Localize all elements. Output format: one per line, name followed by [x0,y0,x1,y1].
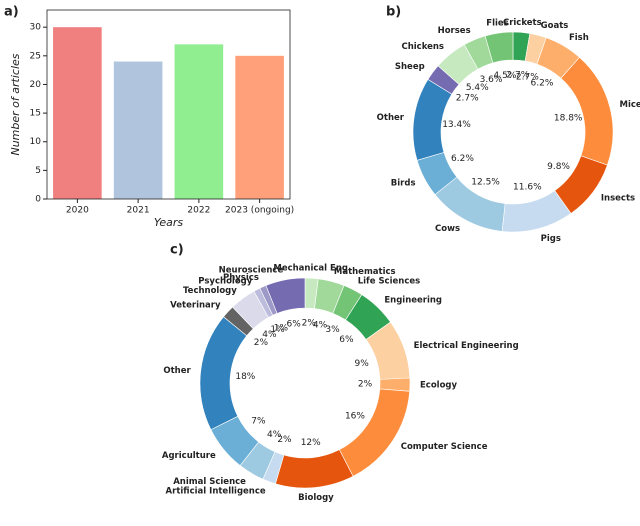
value-label: 6% [287,320,302,330]
category-label: Flies [486,19,508,29]
donut-chart: c) Mechanical Eng. 2% Mathematics 4% Life Sci… [162,243,519,503]
value-label: 2% [358,379,373,389]
value-label: 3% [325,325,340,335]
category-label: Life Sciences [358,276,421,286]
category-label: Physics [223,273,259,283]
category-label: Artificial Intelligence [166,487,266,497]
value-label: 16% [345,412,365,422]
value-label: 6% [339,335,354,345]
category-label: Birds [391,178,416,188]
bar-chart: a) 2020 2021 2022 2023 (ongoing) 0 5 10 15 20 25 30… [4,5,294,230]
wedge [338,388,410,477]
bar [235,55,284,200]
bar [113,61,163,199]
value-label: 13.4% [442,120,471,130]
value-label: 6.2% [531,78,554,88]
category-label: Horses [438,26,471,36]
value-label: 12.5% [471,177,500,187]
value-label: 2% [277,435,292,445]
y-tick-label: 20 [30,80,42,90]
y-tick-label: 15 [30,109,41,119]
value-label: 5.4% [466,83,489,93]
category-label: Goats [541,21,569,31]
wedge [560,56,614,166]
panel-label: a) [4,5,19,20]
category-label: Computer Science [401,442,488,452]
category-label: Other [163,366,191,376]
plot-frame [46,9,291,200]
category-label: Fish [569,33,589,43]
wedge [265,277,306,314]
value-label: 11.6% [513,183,542,193]
value-label: 1% [270,325,285,335]
category-label: Sheep [395,62,425,72]
category-label: Mathematics [334,267,396,277]
value-label: 2.7% [456,94,479,104]
value-label: 2% [254,338,269,348]
category-label: Cows [435,224,460,234]
category-label: Ecology [420,380,458,390]
category-label: Mice [620,100,640,110]
wedge [484,31,514,64]
y-tick-label: 25 [30,51,41,61]
category-label: Chickens [401,42,444,52]
value-label: 4% [267,430,282,440]
y-tick-label: 10 [30,137,42,147]
category-label: Neuroscience [219,266,284,276]
category-label: Agriculture [162,451,216,461]
y-tick-label: 5 [35,166,41,176]
category-label: Technology [183,286,237,296]
category-label: Other [377,113,405,123]
category-label: Biology [298,493,334,503]
value-label: 7% [251,416,266,426]
category-label: Mechanical Eng. [273,264,351,274]
value-label: 12% [301,438,321,448]
category-label: Crickets [503,18,542,28]
wedge [275,449,354,489]
value-label: 4% [262,330,277,340]
y-axis-label: Number of articles [9,53,22,155]
x-tick-label: 2022 [187,206,210,216]
value-label: 9.8% [547,162,570,172]
category-label: Pigs [541,234,561,244]
category-label: Veterinary [170,300,221,310]
panel-label: b) [386,5,401,20]
category-label: Electrical Engineering [414,341,519,351]
x-axis-label: Years [154,216,184,229]
x-tick-label: 2023 (ongoing) [225,206,294,216]
value-label: 2% [302,319,317,329]
donut-chart: b) Crickets 2.7% Goats 2.7% Fish 6.2% Mice 18.8%… [377,5,640,244]
bar [174,44,224,200]
value-label: 9% [355,359,370,369]
value-label: 4% [313,320,328,330]
value-label: 4.5% [494,71,517,81]
x-tick-label: 2021 [127,206,150,216]
panel-label: c) [170,243,184,258]
value-label: 18% [235,372,255,382]
value-label: 3.6% [480,75,503,85]
y-tick-label: 0 [35,195,41,205]
category-label: Animal Science [173,477,246,487]
bar [53,27,102,199]
value-label: 2.7% [516,72,539,82]
category-label: Engineering [384,295,442,305]
value-label: 1% [274,324,289,334]
value-label: 2.7% [506,71,529,81]
value-label: 6.2% [451,154,474,164]
y-tick-label: 30 [30,23,42,33]
category-label: Psychology [198,276,252,286]
value-label: 18.8% [554,113,583,123]
category-label: Insects [601,194,635,204]
x-tick-label: 2020 [66,206,89,216]
